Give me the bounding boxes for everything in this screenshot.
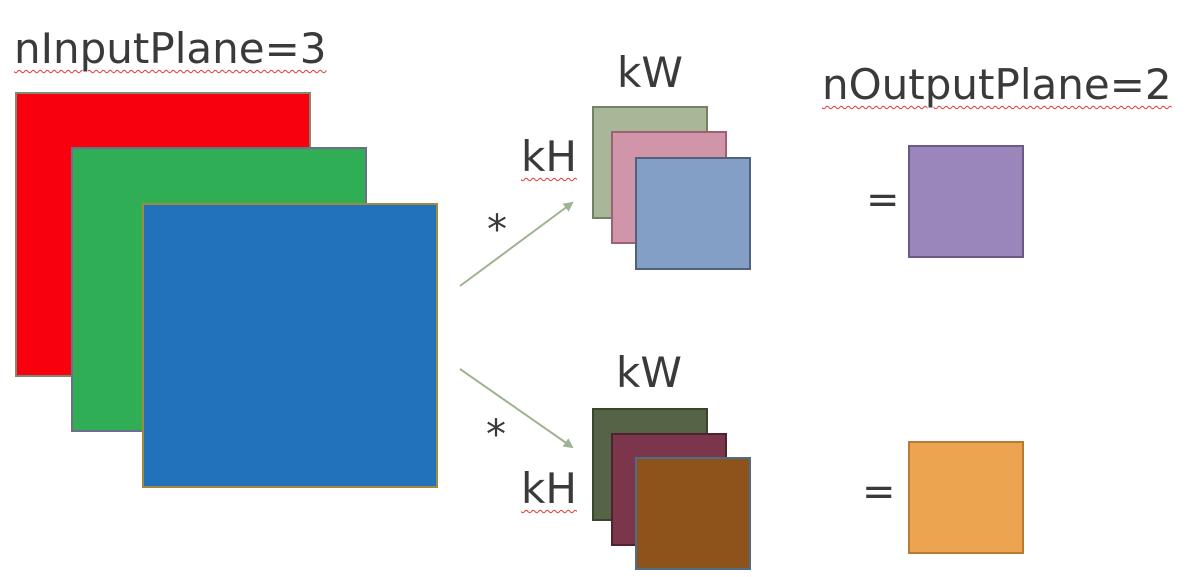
kernel-2-filter-c	[635, 457, 751, 570]
kw-label-1: kW	[617, 48, 683, 97]
kh-label-2: kH	[521, 464, 577, 513]
output-plane-2	[908, 441, 1024, 554]
arrow-to-kernel-2	[459, 368, 574, 449]
operator-star-2: *	[486, 412, 506, 458]
equals-sign-2: =	[862, 469, 896, 515]
operator-star-1: *	[487, 207, 507, 253]
input-plane-blue	[142, 203, 438, 488]
kh-label-1: kH	[521, 132, 577, 181]
arrow-to-kernel-1	[459, 201, 574, 287]
input-plane-label: nInputPlane=3	[14, 24, 327, 73]
output-plane-label: nOutputPlane=2	[822, 60, 1172, 109]
kw-label-2: kW	[616, 348, 682, 397]
equals-sign-1: =	[866, 177, 900, 223]
output-plane-1	[908, 145, 1024, 258]
kernel-1-filter-c	[635, 157, 751, 270]
